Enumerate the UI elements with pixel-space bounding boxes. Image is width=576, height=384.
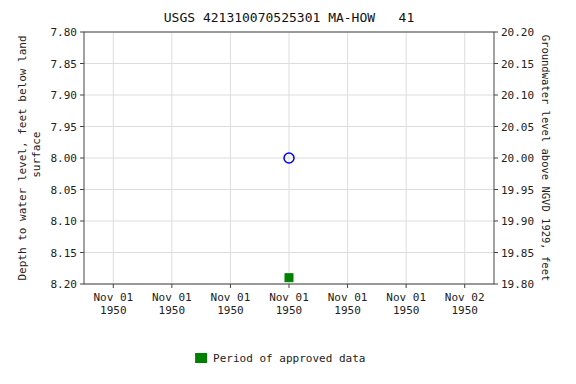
tick-label-line: Nov 01 <box>386 291 426 304</box>
y-axis-label: Depth to water level, feet below land su… <box>16 35 43 280</box>
tick-mark <box>80 32 84 33</box>
grid-line <box>347 32 348 284</box>
y-axis: 7.80 7.85 7.90 7.95 8.00 8.05 8.10 8.15 8.20 <box>51 26 85 291</box>
grid-line <box>113 32 114 284</box>
tick-label: 20.00 <box>501 152 534 165</box>
tick-mark <box>406 284 407 288</box>
tick-mark <box>494 63 498 64</box>
tick-label: 8.15 <box>51 247 78 260</box>
tick-mark <box>494 158 498 159</box>
tick-mark <box>80 221 84 222</box>
x-axis: Nov 011950Nov 011950Nov 011950Nov 011950… <box>93 284 484 317</box>
tick-mark <box>80 95 84 96</box>
tick-mark <box>113 284 114 288</box>
tick-label: Nov 021950 <box>445 291 485 317</box>
tick-label-line: 1950 <box>217 304 244 317</box>
tick-label-line: Nov 02 <box>445 291 485 304</box>
tick-mark <box>171 284 172 288</box>
tick-label-line: 1950 <box>393 304 420 317</box>
tick-mark <box>494 284 498 285</box>
grid-line <box>171 32 172 284</box>
tick-mark <box>80 63 84 64</box>
tick-label: 20.10 <box>501 89 534 102</box>
tick-mark <box>494 126 498 127</box>
tick-label-line: 1950 <box>334 304 361 317</box>
tick-mark <box>494 252 498 253</box>
tick-mark <box>80 252 84 253</box>
tick-label: 20.05 <box>501 121 534 134</box>
grid <box>84 32 494 284</box>
tick-mark <box>80 126 84 127</box>
tick-label-line: 1950 <box>100 304 127 317</box>
tick-mark <box>289 284 290 288</box>
legend-label: Period of approved data <box>213 352 365 365</box>
plot-frame <box>84 32 494 284</box>
tick-mark <box>494 221 498 222</box>
tick-label: 19.90 <box>501 215 534 228</box>
legend-swatch <box>195 353 207 363</box>
tick-label: 20.15 <box>501 58 534 71</box>
point <box>284 153 294 163</box>
point <box>285 274 293 282</box>
tick-label: 8.20 <box>51 278 78 291</box>
tick-label: Nov 011950 <box>386 291 426 317</box>
legend: Period of approved data <box>195 352 365 365</box>
tick-label: Nov 011950 <box>328 291 368 317</box>
grid-line <box>289 32 290 284</box>
tick-label-line: 1950 <box>159 304 186 317</box>
tick-label: Nov 011950 <box>269 291 309 317</box>
tick-mark <box>80 284 84 285</box>
tick-label-line: Nov 01 <box>93 291 133 304</box>
tick-label: 7.85 <box>51 58 78 71</box>
tick-label-line: Nov 01 <box>269 291 309 304</box>
axis-label-line: Depth to water level, feet below land <box>16 35 29 280</box>
tick-label: 7.90 <box>51 89 78 102</box>
tick-label: Nov 011950 <box>152 291 192 317</box>
tick-label-line: Nov 01 <box>211 291 251 304</box>
title: USGS 421310070525301 MA-HOW 41 <box>164 10 414 25</box>
tick-label: 20.20 <box>501 26 534 39</box>
tick-label: 19.85 <box>501 247 534 260</box>
tick-mark <box>494 189 498 190</box>
marks <box>284 153 294 282</box>
tick-mark <box>347 284 348 288</box>
tick-mark <box>230 284 231 288</box>
tick-mark <box>494 95 498 96</box>
tick-label: Nov 011950 <box>211 291 251 317</box>
tick-mark <box>464 284 465 288</box>
tick-label: 7.80 <box>51 26 78 39</box>
tick-label-line: Nov 01 <box>152 291 192 304</box>
y2-axis: 19.80 19.85 19.90 19.95 20.00 20.05 20.10 20.15… <box>494 26 534 291</box>
tick-label: 8.10 <box>51 215 78 228</box>
tick-label-line: Nov 01 <box>328 291 368 304</box>
tick-label: Nov 011950 <box>93 291 133 317</box>
grid-line <box>464 32 465 284</box>
tick-label: 8.00 <box>51 152 78 165</box>
tick-label: 8.05 <box>51 184 78 197</box>
tick-label: 7.95 <box>51 121 78 134</box>
tick-label: 19.80 <box>501 278 534 291</box>
tick-mark <box>80 158 84 159</box>
tick-mark <box>494 32 498 33</box>
tick-mark <box>80 189 84 190</box>
grid-line <box>230 32 231 284</box>
chart: 7.80 7.85 7.90 7.95 8.00 8.05 8.10 8.15 8.20 19.8… <box>0 0 576 384</box>
grid-line <box>406 32 407 284</box>
tick-label-line: 1950 <box>451 304 478 317</box>
axis-label-line: surface <box>30 132 43 185</box>
tick-label: 19.95 <box>501 184 534 197</box>
y2-axis-label: Groundwater level above NGVD 1929, feet <box>540 35 552 282</box>
tick-label-line: 1950 <box>276 304 303 317</box>
